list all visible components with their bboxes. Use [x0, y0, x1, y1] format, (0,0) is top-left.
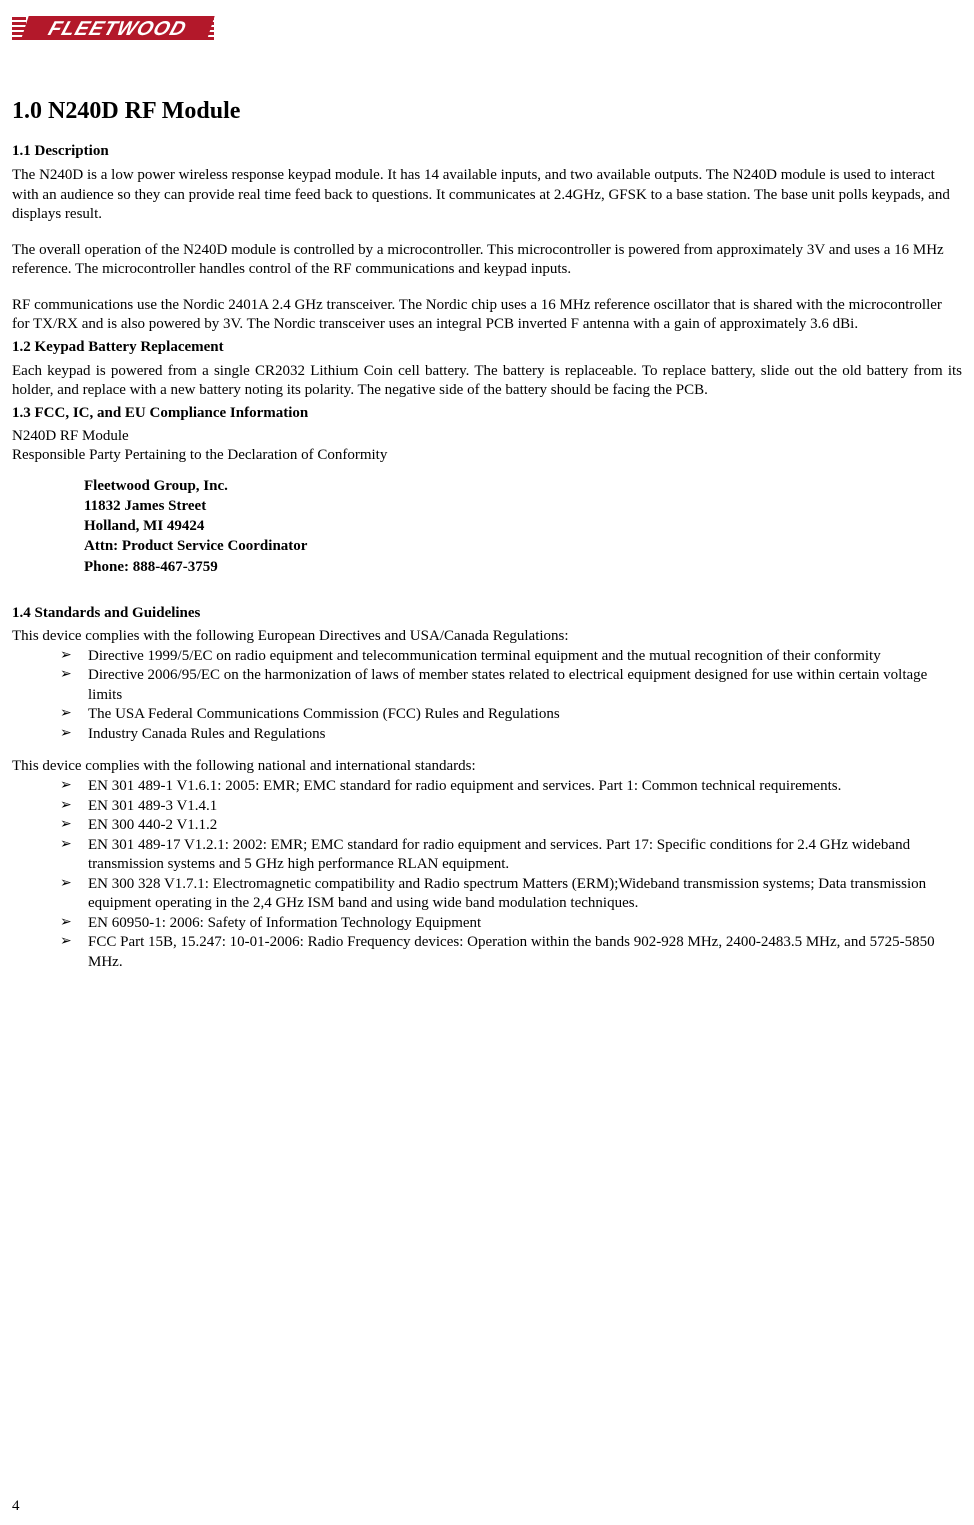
list-item: EN 301 489-3 V1.4.1	[60, 797, 962, 817]
section-1-1-heading: 1.1 Description	[12, 143, 962, 160]
section-1-1-para-3: RF communications use the Nordic 2401A 2…	[12, 296, 962, 335]
section-1-3-line-1: N240D RF Module	[12, 428, 962, 445]
section-1-1-para-2: The overall operation of the N240D modul…	[12, 241, 962, 280]
contact-name: Fleetwood Group, Inc.	[84, 476, 962, 496]
contact-street: 11832 James Street	[84, 496, 962, 516]
section-1-2-heading: 1.2 Keypad Battery Replacement	[12, 339, 962, 356]
list-item: EN 301 489-1 V1.6.1: 2005: EMR; EMC stan…	[60, 777, 962, 797]
section-1-3-heading: 1.3 FCC, IC, and EU Compliance Informati…	[12, 405, 962, 422]
contact-block: Fleetwood Group, Inc. 11832 James Street…	[84, 476, 962, 577]
section-1-4-heading: 1.4 Standards and Guidelines	[12, 605, 962, 622]
section-1-3-line-2: Responsible Party Pertaining to the Decl…	[12, 447, 962, 464]
page-number: 4	[12, 1498, 20, 1515]
standards-list: EN 301 489-1 V1.6.1: 2005: EMR; EMC stan…	[12, 777, 962, 972]
page-title: 1.0 N240D RF Module	[12, 98, 962, 125]
section-1-4-intro-2: This device complies with the following …	[12, 758, 962, 775]
list-item: EN 301 489-17 V1.2.1: 2002: EMR; EMC sta…	[60, 836, 962, 875]
list-item: Directive 1999/5/EC on radio equipment a…	[60, 647, 962, 667]
list-item: FCC Part 15B, 15.247: 10-01-2006: Radio …	[60, 933, 962, 972]
list-item: EN 300 328 V1.7.1: Electromagnetic compa…	[60, 875, 962, 914]
list-item: Industry Canada Rules and Regulations	[60, 725, 962, 745]
list-item: Directive 2006/95/EC on the harmonizatio…	[60, 666, 962, 705]
list-item: The USA Federal Communications Commissio…	[60, 705, 962, 725]
directives-list: Directive 1999/5/EC on radio equipment a…	[12, 647, 962, 745]
list-item: EN 300 440-2 V1.1.2	[60, 816, 962, 836]
contact-attn: Attn: Product Service Coordinator	[84, 536, 962, 556]
fleetwood-logo: FLEETWOOD	[12, 12, 962, 44]
section-1-4-intro-1: This device complies with the following …	[12, 628, 962, 645]
logo-text: FLEETWOOD	[46, 17, 190, 39]
section-1-2-para-1: Each keypad is powered from a single CR2…	[12, 362, 962, 401]
list-item: EN 60950-1: 2006: Safety of Information …	[60, 914, 962, 934]
contact-phone: Phone: 888-467-3759	[84, 557, 962, 577]
section-1-1-para-1: The N240D is a low power wireless respon…	[12, 166, 962, 225]
contact-city: Holland, MI 49424	[84, 516, 962, 536]
